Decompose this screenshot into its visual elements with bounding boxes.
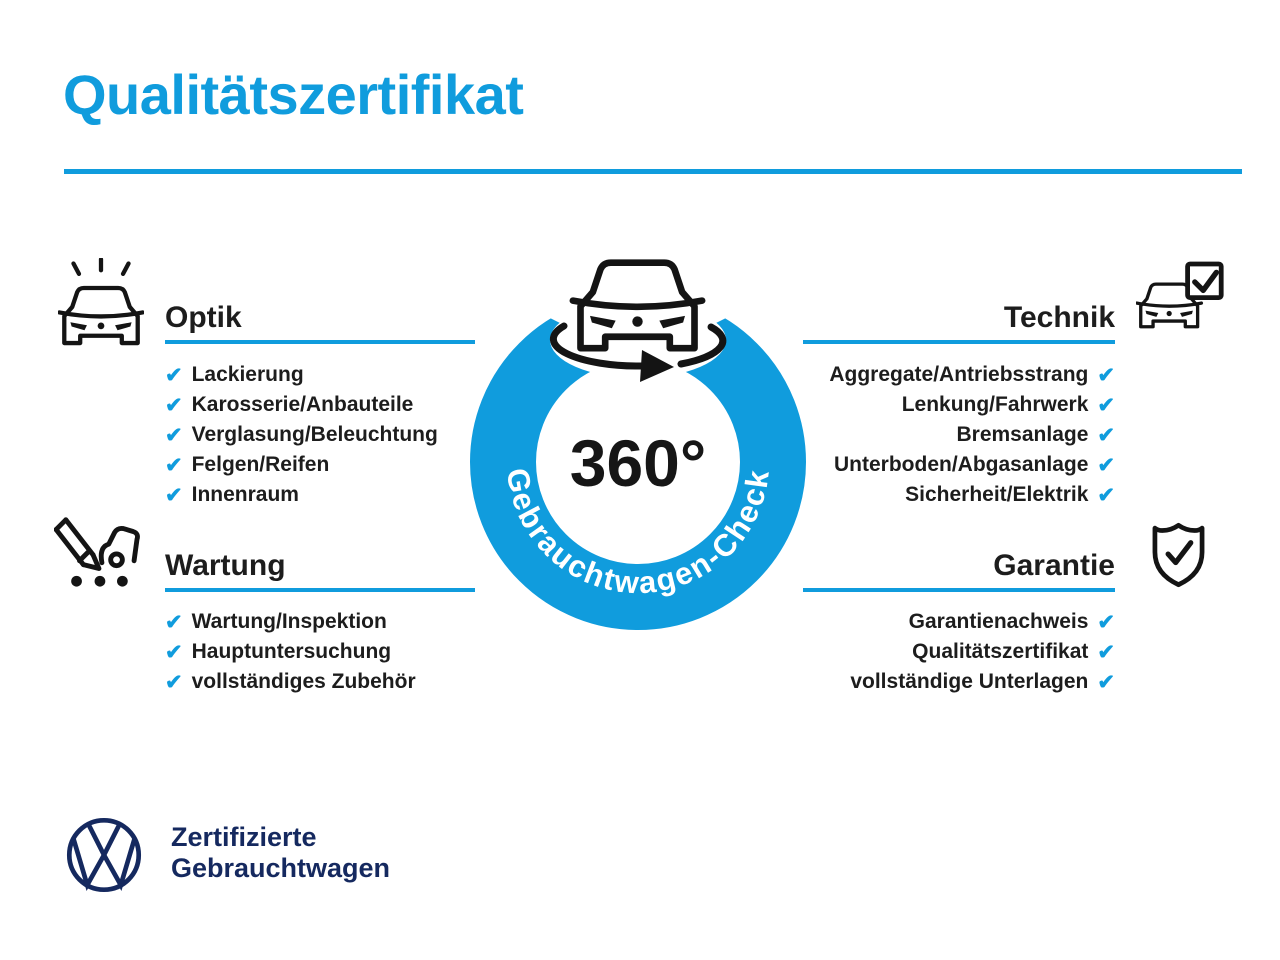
check-icon: ✔	[165, 670, 183, 694]
check-icon: ✔	[165, 483, 183, 507]
check-item: vollständige Unterlagen ✔	[850, 667, 1115, 697]
check-icon: ✔	[165, 363, 183, 387]
check-icon: ✔	[165, 610, 183, 634]
check-item-label: Hauptuntersuchung	[191, 640, 392, 663]
section-title-technik: Technik	[1003, 301, 1115, 334]
degree-label: 360°	[570, 426, 707, 500]
footer-brand-text: Zertifizierte Gebrauchtwagen	[171, 822, 390, 884]
360-check-ring: Gebrauchtwagen-Check 360°	[470, 242, 806, 630]
checklist-optik: ✔ Lackierung ✔ Karosserie/Anbauteile ✔ Verg…	[165, 360, 438, 510]
shiny-car-icon	[58, 258, 144, 351]
check-item-label: Wartung/Inspektion	[191, 610, 387, 633]
check-icon: ✔	[1097, 483, 1115, 507]
check-item-label: Verglasung/Beleuchtung	[191, 423, 438, 446]
checklist-garantie: Garantienachweis ✔ Qualitätszertifikat ✔ v…	[850, 607, 1115, 697]
section-title-garantie: Garantie	[993, 549, 1115, 582]
check-icon: ✔	[165, 423, 183, 447]
page-title: Qualitätszertifikat	[63, 63, 524, 126]
check-icon: ✔	[1097, 393, 1115, 417]
check-item: ✔ Wartung/Inspektion	[165, 607, 416, 637]
shield-check-icon	[1152, 522, 1205, 588]
check-item: Aggregate/Antriebsstrang ✔	[829, 360, 1115, 390]
check-icon: ✔	[165, 453, 183, 477]
check-item-label: Qualitätszertifikat	[912, 640, 1089, 663]
check-item: ✔ Verglasung/Beleuchtung	[165, 420, 438, 450]
footer-line1: Zertifizierte	[171, 822, 317, 852]
check-icon: ✔	[1097, 363, 1115, 387]
check-icon: ✔	[1097, 453, 1115, 477]
title-rule	[64, 169, 1242, 174]
section-rule-technik	[803, 340, 1115, 344]
car-rotation-icon	[549, 263, 727, 382]
check-item-label: vollständiges Zubehör	[191, 670, 416, 693]
check-item-label: Aggregate/Antriebsstrang	[829, 363, 1089, 386]
check-item-label: Garantienachweis	[908, 610, 1089, 633]
check-item: Bremsanlage ✔	[956, 420, 1115, 450]
check-item: Qualitätszertifikat ✔	[912, 637, 1115, 667]
check-item: ✔ Hauptuntersuchung	[165, 637, 416, 667]
check-item: Lenkung/Fahrwerk ✔	[902, 390, 1115, 420]
check-item: Garantienachweis ✔	[909, 607, 1115, 637]
check-icon: ✔	[1097, 670, 1115, 694]
car-checkbox-icon	[1136, 261, 1224, 329]
checklist-technik: Aggregate/Antriebsstrang ✔ Lenkung/Fahrwe…	[829, 360, 1115, 510]
check-item: Unterboden/Abgasanlage ✔	[834, 450, 1115, 480]
check-icon: ✔	[1097, 610, 1115, 634]
pencil-car-icon	[54, 517, 140, 587]
check-item: Sicherheit/Elektrik ✔	[905, 480, 1115, 510]
section-rule-garantie	[803, 588, 1115, 592]
check-item-label: Lackierung	[191, 363, 304, 386]
check-item-label: Felgen/Reifen	[191, 453, 330, 476]
check-item-label: Sicherheit/Elektrik	[905, 483, 1089, 506]
check-item-label: vollständige Unterlagen	[850, 670, 1089, 693]
check-item-label: Bremsanlage	[956, 423, 1089, 446]
check-icon: ✔	[1097, 423, 1115, 447]
checklist-wartung: ✔ Wartung/Inspektion ✔ Hauptuntersuchung ✔…	[165, 607, 416, 697]
check-item: ✔ vollständiges Zubehör	[165, 667, 416, 697]
footer-line2: Gebrauchtwagen	[171, 853, 391, 883]
check-item-label: Innenraum	[191, 483, 299, 506]
check-item: ✔ Felgen/Reifen	[165, 450, 438, 480]
check-item: ✔ Innenraum	[165, 480, 438, 510]
section-title-optik: Optik	[165, 301, 242, 334]
section-rule-wartung	[165, 588, 475, 592]
check-item-label: Karosserie/Anbauteile	[191, 393, 414, 416]
check-item-label: Unterboden/Abgasanlage	[834, 453, 1089, 476]
check-icon: ✔	[165, 393, 183, 417]
check-icon: ✔	[1097, 640, 1115, 664]
section-title-wartung: Wartung	[165, 549, 286, 582]
section-rule-optik	[165, 340, 475, 344]
check-icon: ✔	[165, 640, 183, 664]
check-item: ✔ Lackierung	[165, 360, 438, 390]
check-item-label: Lenkung/Fahrwerk	[901, 393, 1089, 416]
check-item: ✔ Karosserie/Anbauteile	[165, 390, 438, 420]
vw-logo	[66, 817, 142, 893]
